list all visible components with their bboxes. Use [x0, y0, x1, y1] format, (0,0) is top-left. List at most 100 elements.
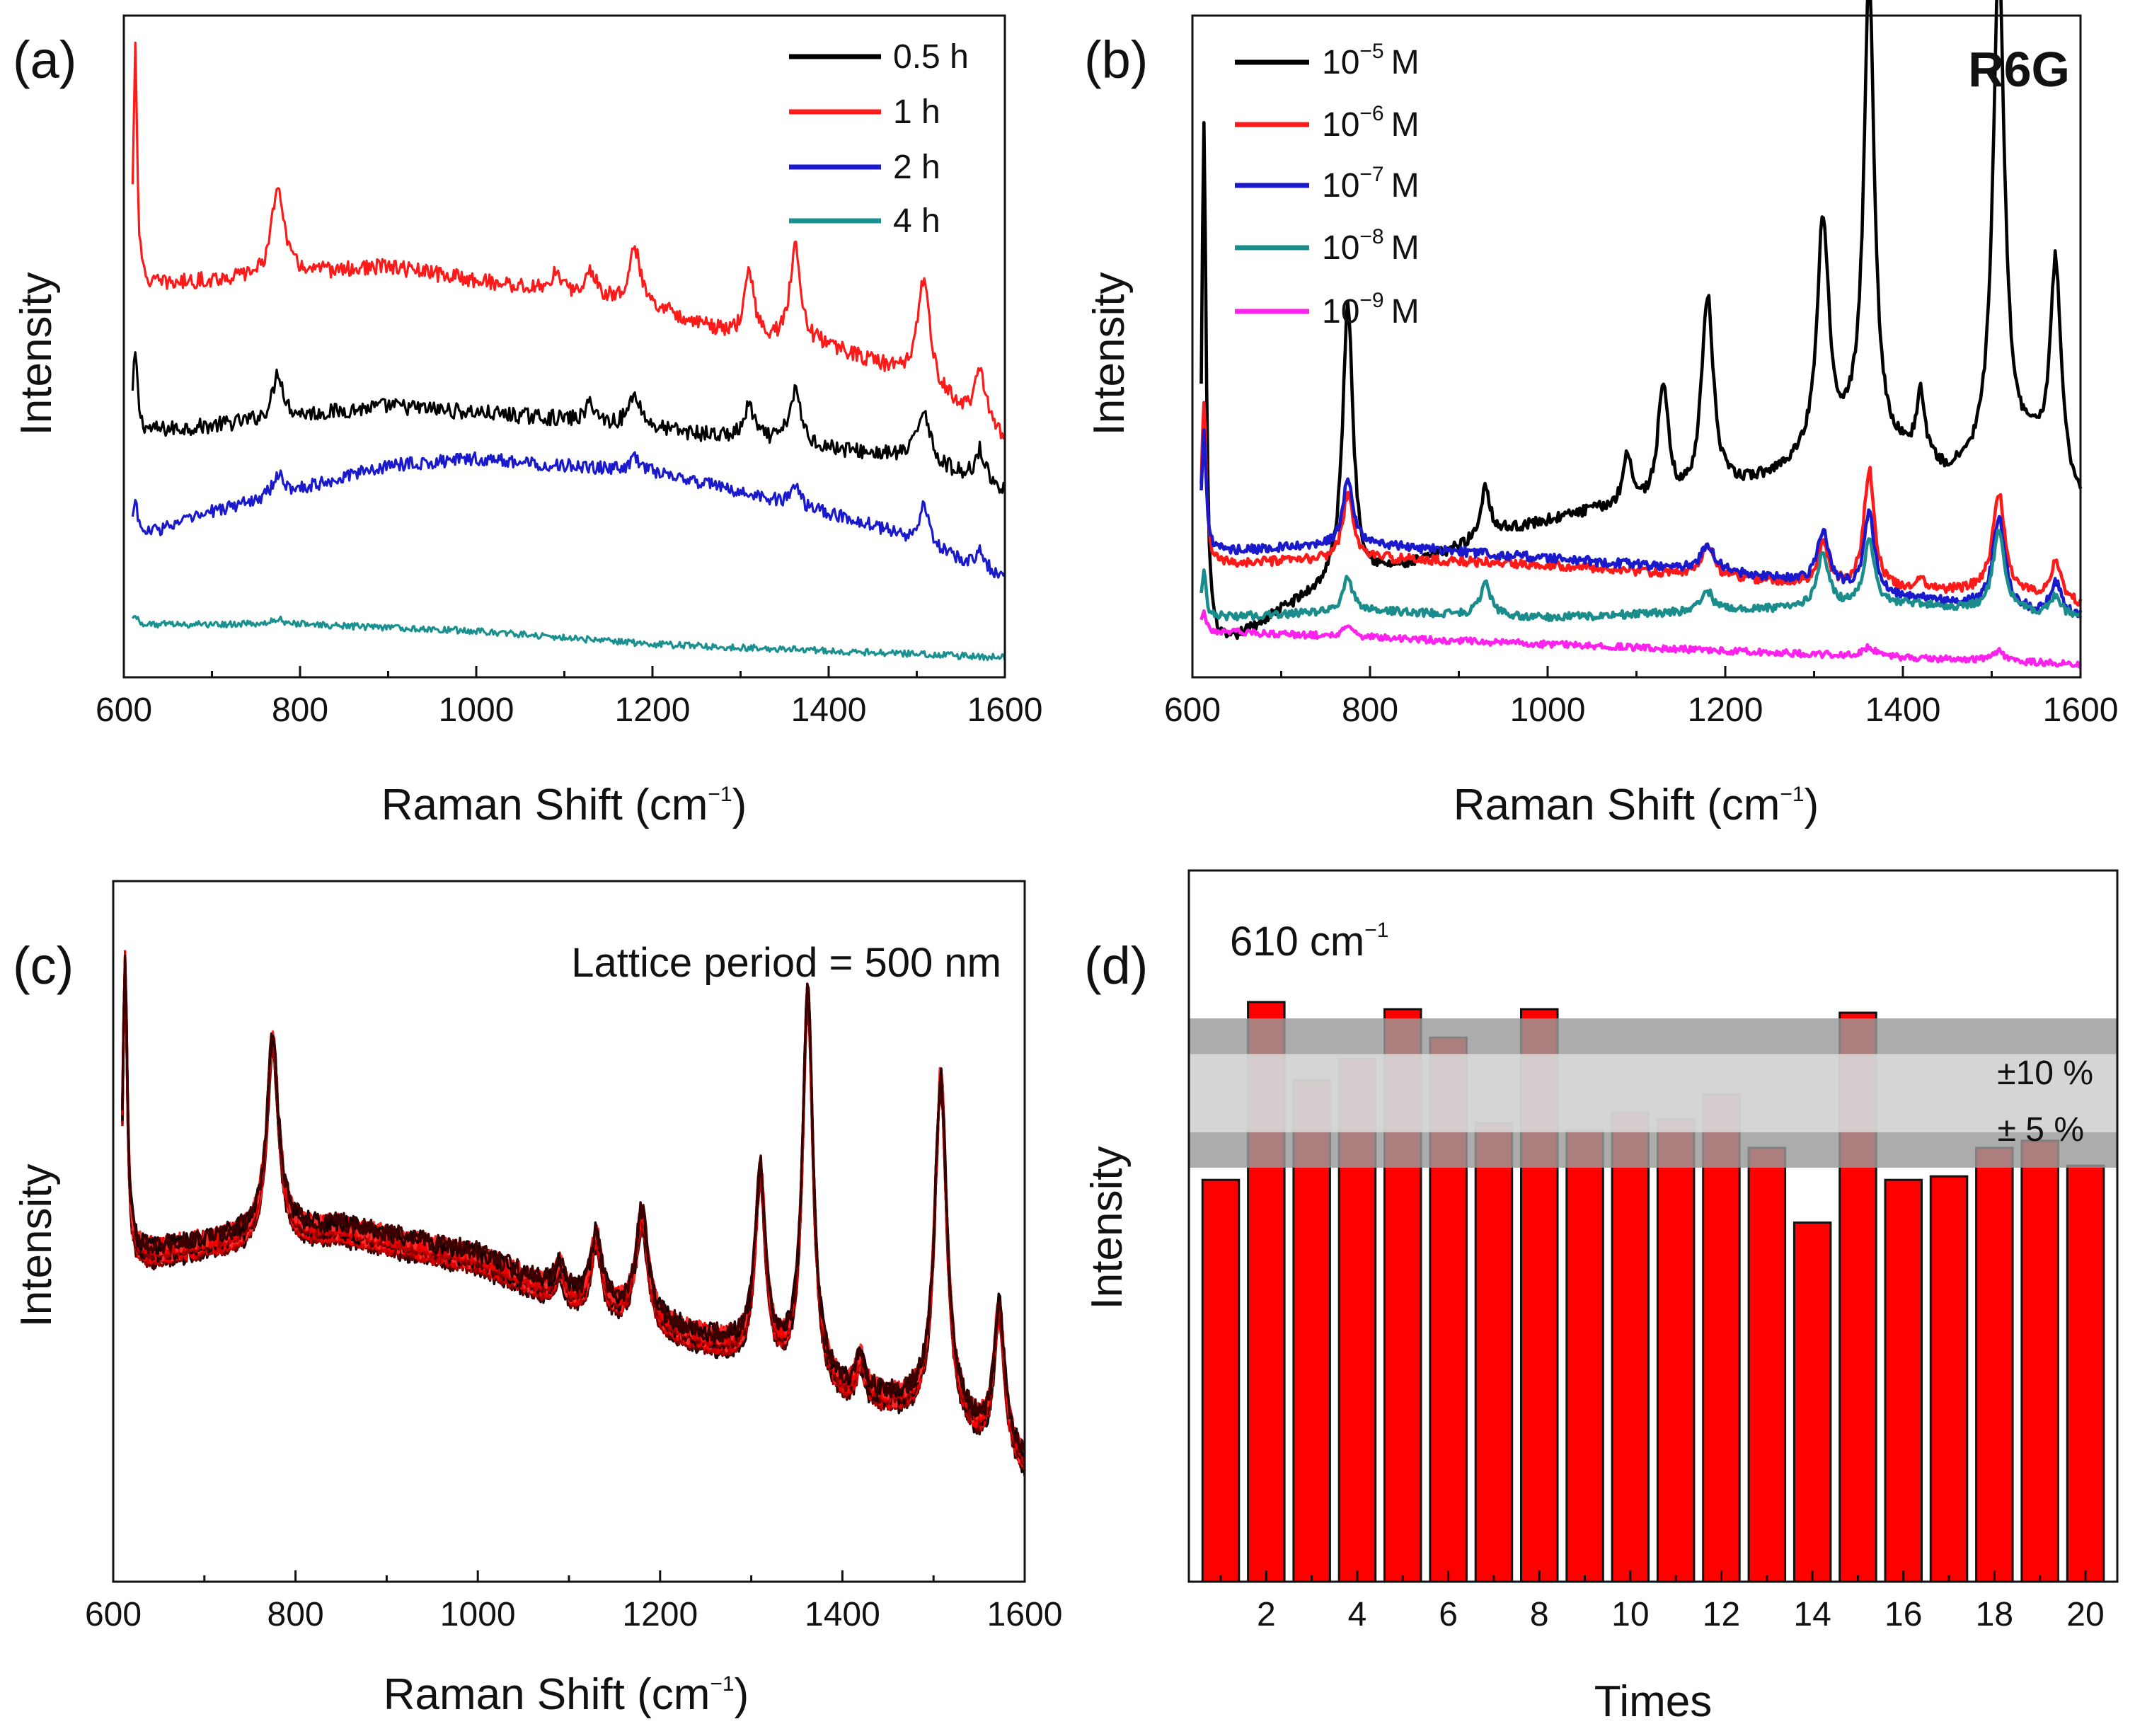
panel-c-label: (c) — [13, 936, 74, 995]
panel-d-bar-19 — [2020, 1139, 2059, 1583]
legend-a-label-1: 1 h — [893, 93, 940, 131]
legend-b-label-1-base: 10 — [1322, 106, 1359, 144]
legend-b-label-2-unit: M — [1391, 167, 1420, 205]
panel-a-series-line-3 — [132, 615, 1006, 661]
legend-b-label-4-unit: M — [1391, 293, 1420, 330]
legend-b-label-2-base: 10 — [1322, 167, 1359, 205]
panel-c-x-axis-title: Raman Shift (cm−1) — [384, 1670, 749, 1719]
panel-d-band-label-5: ± 5 % — [1998, 1111, 2084, 1149]
legend-b-label-0: 10−5 M — [1322, 40, 1420, 81]
panel-c-x-ticks: 600 800 1000 1200 1400 1600 — [85, 1570, 1062, 1633]
panel-b-x-tick-label: 1000 — [1510, 691, 1586, 729]
panel-a-x-axis-title-sup: −1 — [708, 783, 732, 806]
panel-d-label: (d) — [1084, 936, 1148, 995]
panel-a-x-tick-label: 1400 — [791, 691, 867, 729]
legend-b-label-3: 10−8 M — [1322, 225, 1420, 267]
panel-a-x-tick-label: 600 — [96, 691, 152, 729]
panel-a-x-ticks: 600 800 1000 1200 1400 1600 — [96, 666, 1042, 729]
panel-b-x-ticks: 600 800 1000 1200 1400 1600 — [1164, 666, 2118, 729]
panel-c-x-axis-title-tail: ) — [735, 1670, 749, 1719]
panel-d-x-tick-label: 4 — [1348, 1596, 1367, 1633]
legend-a-label-0: 0.5 h — [893, 38, 969, 76]
panel-c-y-axis-title: Intensity — [12, 1164, 61, 1328]
panel-a-series-line-1 — [131, 41, 1006, 439]
panel-a-x-axis-title-main: Raman Shift (cm — [381, 781, 708, 829]
panel-c-x-axis-title-sup: −1 — [710, 1672, 734, 1696]
legend-b-label-2: 10−7 M — [1322, 163, 1420, 205]
panel-b-x-axis-title-sup: −1 — [1780, 783, 1804, 806]
panel-c: 600 800 1000 1200 1400 1600 (c) Lattice perio… — [12, 880, 1062, 1719]
legend-b-label-3-sup: −8 — [1359, 225, 1383, 248]
panel-a-x-tick-label: 1600 — [967, 691, 1043, 729]
legend-b-label-4-base: 10 — [1322, 293, 1359, 330]
panel-d: 2 4 6 8 10 12 14 16 18 20 (d) 610 cm−1 ±10 % ± 5 … — [1083, 869, 2119, 1726]
panel-d-bar-17 — [1929, 1175, 1969, 1583]
panel-c-x-tick-label: 800 — [267, 1596, 324, 1633]
panel-d-x-tick-label: 18 — [1976, 1596, 2013, 1633]
panel-c-x-tick-label: 600 — [85, 1596, 142, 1633]
panel-a-x-tick-label: 800 — [272, 691, 328, 729]
panel-d-x-ticks: 2 4 6 8 10 12 14 16 18 20 — [1219, 1570, 2105, 1633]
legend-a-label-3: 4 h — [893, 202, 940, 240]
panel-d-bar-18 — [1975, 1146, 2014, 1583]
panel-d-x-axis-title: Times — [1594, 1677, 1712, 1726]
panel-c-x-tick-label: 1200 — [622, 1596, 698, 1633]
panel-d-y-axis-title: Intensity — [1083, 1146, 1132, 1310]
panel-b-plot-area — [1199, 0, 2083, 669]
panel-c-plot-area — [121, 950, 1026, 1477]
panel-b-y-axis-title: Intensity — [1085, 272, 1134, 436]
panel-d-bar-1 — [1201, 1178, 1241, 1583]
panel-b-x-axis-title-main: Raman Shift (cm — [1454, 781, 1780, 829]
panel-b: 600 800 1000 1200 1400 1600 (b) R6G Intensity… — [1084, 0, 2118, 829]
panel-d-bar-13 — [1747, 1146, 1787, 1583]
panel-b-legend: 10−5 M 10−6 M 10−7 M 10−8 M 10−9 M — [1235, 40, 1420, 330]
panel-d-x-tick-label: 12 — [1703, 1596, 1740, 1633]
panel-d-annotation: 610 cm−1 — [1230, 919, 1388, 965]
legend-b-label-0-base: 10 — [1322, 44, 1359, 81]
panel-a-x-tick-label: 1200 — [615, 691, 691, 729]
panel-a-plot-area — [131, 41, 1006, 661]
legend-b-label-0-unit: M — [1391, 44, 1420, 81]
panel-c-x-tick-label: 1600 — [987, 1596, 1063, 1633]
panel-d-bar-11 — [1656, 1118, 1696, 1583]
panel-d-bar-10 — [1611, 1111, 1650, 1583]
legend-a-label-2: 2 h — [893, 149, 940, 186]
panel-d-x-tick-label: 16 — [1884, 1596, 1922, 1633]
panel-b-x-tick-label: 800 — [1342, 691, 1398, 729]
panel-d-bar-14 — [1792, 1221, 1832, 1583]
panel-d-bar-20 — [2066, 1164, 2105, 1583]
panel-b-series-line-2 — [1199, 428, 2083, 619]
legend-b-label-2-sup: −7 — [1359, 163, 1383, 186]
panel-d-x-tick-label: 14 — [1793, 1596, 1831, 1633]
panel-b-x-axis-title-tail: ) — [1805, 781, 1819, 829]
panel-b-x-tick-label: 600 — [1164, 691, 1221, 729]
legend-b-label-1: 10−6 M — [1322, 102, 1420, 144]
panel-b-series-line-3 — [1199, 529, 2083, 623]
panel-b-x-tick-label: 1600 — [2043, 691, 2119, 729]
panel-a-series-line-2 — [131, 451, 1006, 579]
panel-d-bar-7 — [1474, 1122, 1514, 1583]
panel-a-y-axis-title: Intensity — [12, 272, 61, 436]
panel-d-x-tick-label: 2 — [1257, 1596, 1276, 1633]
panel-b-x-tick-label: 1200 — [1688, 691, 1763, 729]
legend-b-label-3-base: 10 — [1322, 229, 1359, 267]
panel-c-annotation: Lattice period = 500 nm — [571, 940, 1001, 986]
panel-d-bar-9 — [1565, 1129, 1604, 1583]
panel-a-x-axis-title-tail: ) — [732, 781, 747, 829]
panel-d-annotation-main: 610 cm — [1230, 919, 1364, 965]
panel-d-x-tick-label: 20 — [2066, 1596, 2104, 1633]
panel-d-band-5-percent — [1189, 1054, 2117, 1132]
panel-a: 600 800 1000 1200 1400 1600 (a) Intensity Ram… — [12, 14, 1042, 829]
panel-c-repeat-spectrum-20 — [121, 955, 1026, 1454]
panel-c-x-axis-title-main: Raman Shift (cm — [384, 1670, 710, 1719]
panel-a-legend: 0.5 h 1 h 2 h 4 h — [789, 38, 969, 240]
panel-b-series-line-0 — [1199, 0, 2083, 640]
legend-b-label-4: 10−9 M — [1322, 289, 1420, 330]
panel-b-label: (b) — [1084, 30, 1148, 89]
panel-d-x-tick-label: 10 — [1611, 1596, 1649, 1633]
panel-c-x-tick-label: 1400 — [805, 1596, 880, 1633]
panel-d-x-tick-label: 6 — [1439, 1596, 1458, 1633]
panel-d-x-tick-label: 8 — [1530, 1596, 1549, 1633]
panel-b-x-tick-label: 1400 — [1865, 691, 1941, 729]
panel-a-label: (a) — [13, 30, 76, 89]
